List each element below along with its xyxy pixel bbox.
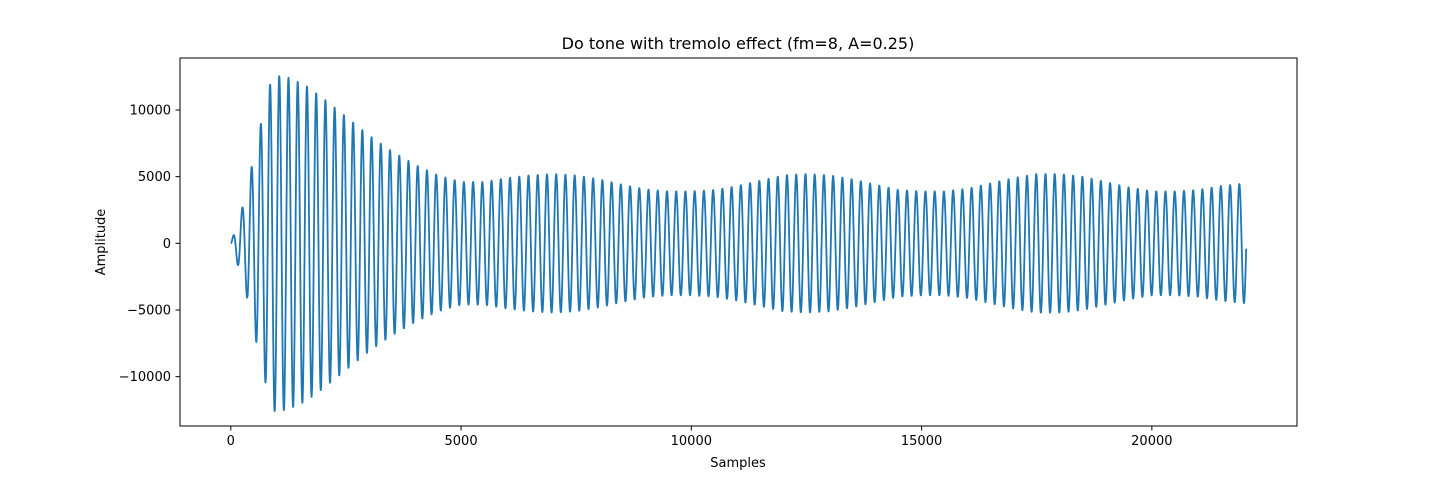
chart-title: Do tone with tremolo effect (fm=8, A=0.2… (562, 34, 915, 53)
x-tick-label: 20000 (1131, 434, 1172, 449)
series-line-0 (230, 75, 1248, 412)
y-axis-label: Amplitude (94, 209, 109, 276)
x-tick-label: 15000 (901, 434, 942, 449)
y-axis: −10000 −5000 0 5000 10000 (119, 104, 180, 385)
x-tick-label: 0 (227, 434, 235, 449)
x-axis-label: Samples (710, 456, 766, 471)
axes-frame (179, 57, 1298, 427)
y-tick-label: 5000 (138, 170, 171, 185)
y-tick-label: 10000 (130, 104, 171, 119)
y-tick-label: 0 (163, 237, 171, 252)
x-tick-label: 10000 (671, 434, 712, 449)
plot-area (230, 75, 1248, 412)
x-axis: 0 5000 10000 15000 20000 (227, 426, 1173, 449)
y-tick-label: −5000 (127, 304, 171, 319)
x-tick-label: 5000 (445, 434, 478, 449)
y-tick-label: −10000 (119, 370, 171, 385)
